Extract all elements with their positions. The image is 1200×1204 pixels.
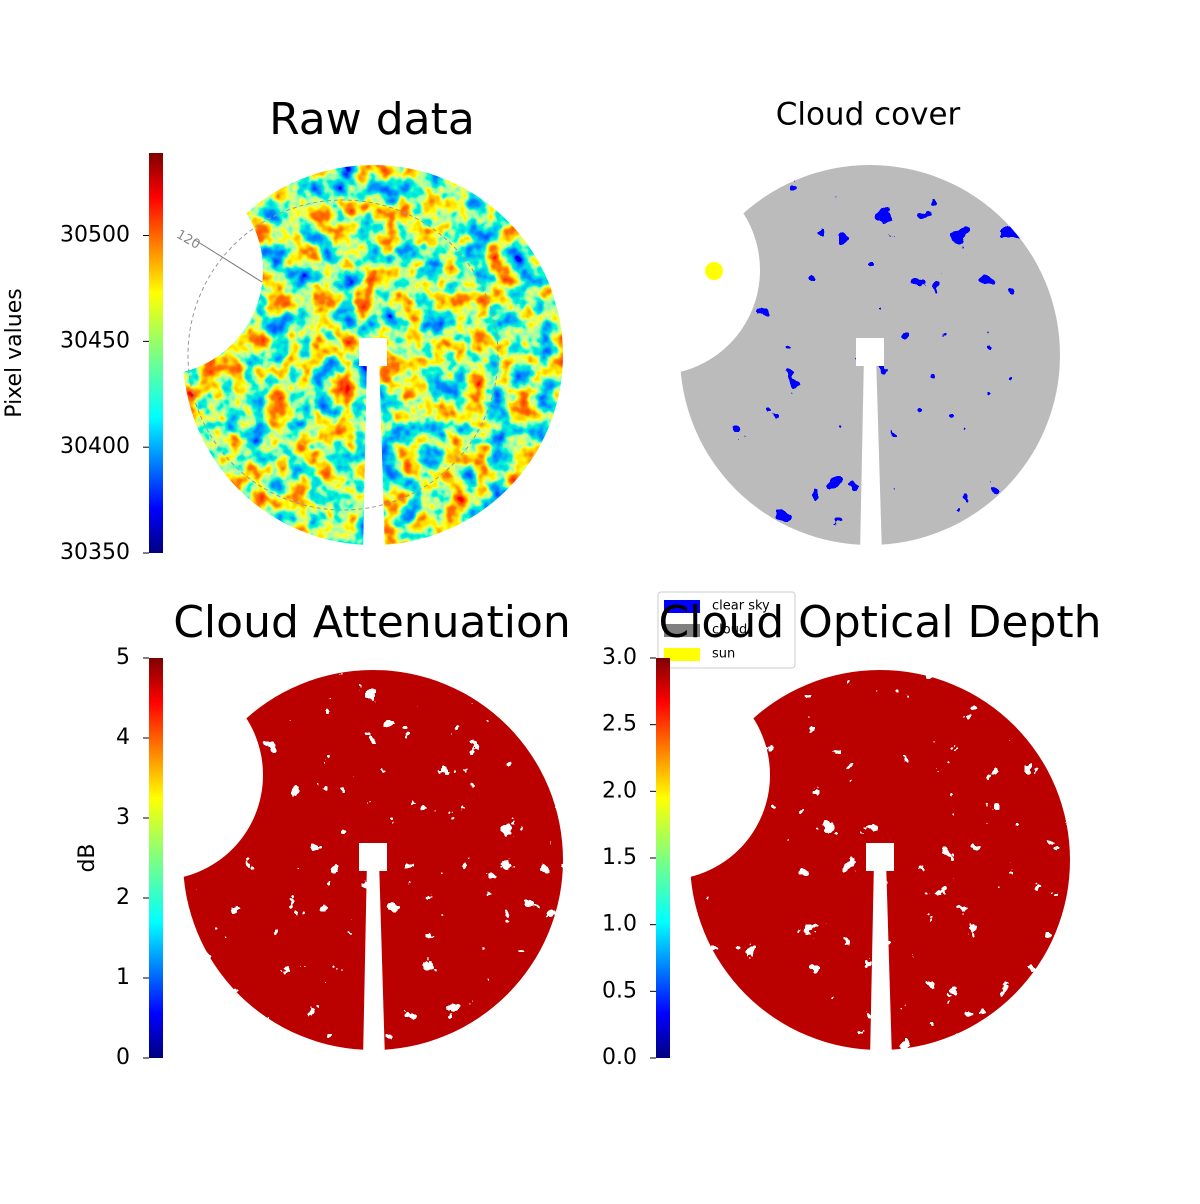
colorbar-tick-label: 3.0 (602, 645, 637, 670)
colorbar-tick-label: 0 (116, 1045, 130, 1070)
mask-center (359, 843, 387, 871)
mask-center (856, 338, 884, 366)
mask-wedge (363, 355, 385, 555)
legend-label: sun (712, 647, 735, 662)
mask-wedge (860, 355, 882, 555)
colorbar-tick-label: 1 (116, 965, 130, 990)
colorbar-label: dB (75, 843, 100, 872)
colorbar-tick-label: 30350 (60, 540, 130, 565)
sun-marker (705, 262, 723, 280)
colorbar-tick-label: 2.0 (602, 778, 637, 803)
colorbar-tick-label: 30400 (60, 434, 130, 459)
horizon-arc (187, 199, 499, 511)
panel-title: Raw data (269, 94, 475, 145)
panel-title: Cloud cover (776, 97, 961, 133)
legend-swatch (664, 624, 700, 637)
colorbar (149, 153, 163, 553)
legend-swatch (664, 648, 700, 661)
colorbar-tick-label: 2.5 (602, 712, 637, 737)
colorbar-tick-label: 1.0 (602, 912, 637, 937)
colorbar-tick-label: 1.5 (602, 845, 637, 870)
colorbar-tick-label: 0.0 (602, 1045, 637, 1070)
colorbar-label: Pixel values (2, 288, 27, 417)
colorbar-tick-label: 0.5 (602, 978, 637, 1003)
mask-bite (550, 165, 760, 375)
legend-label: clear sky (712, 599, 770, 614)
legend-swatch (664, 600, 700, 613)
panel-title: Cloud Attenuation (173, 597, 571, 648)
colorbar-tick-label: 3 (116, 805, 130, 830)
mask-wedge (363, 860, 385, 1060)
legend-label: cloud (712, 623, 747, 638)
colorbar-tick-label: 5 (116, 645, 130, 670)
colorbar-tick-label: 30450 (60, 328, 130, 353)
colorbar-tick-label: 2 (116, 885, 130, 910)
panel-title: Cloud Optical Depth (658, 597, 1101, 648)
mask-center (866, 843, 894, 871)
mask-center (359, 338, 387, 366)
colorbar-tick-label: 30500 (60, 223, 130, 248)
colorbar (656, 658, 670, 1058)
colorbar (149, 658, 163, 1058)
mask-wedge (870, 860, 892, 1060)
colorbar-tick-label: 4 (116, 725, 130, 750)
azimuth-line (194, 239, 263, 283)
